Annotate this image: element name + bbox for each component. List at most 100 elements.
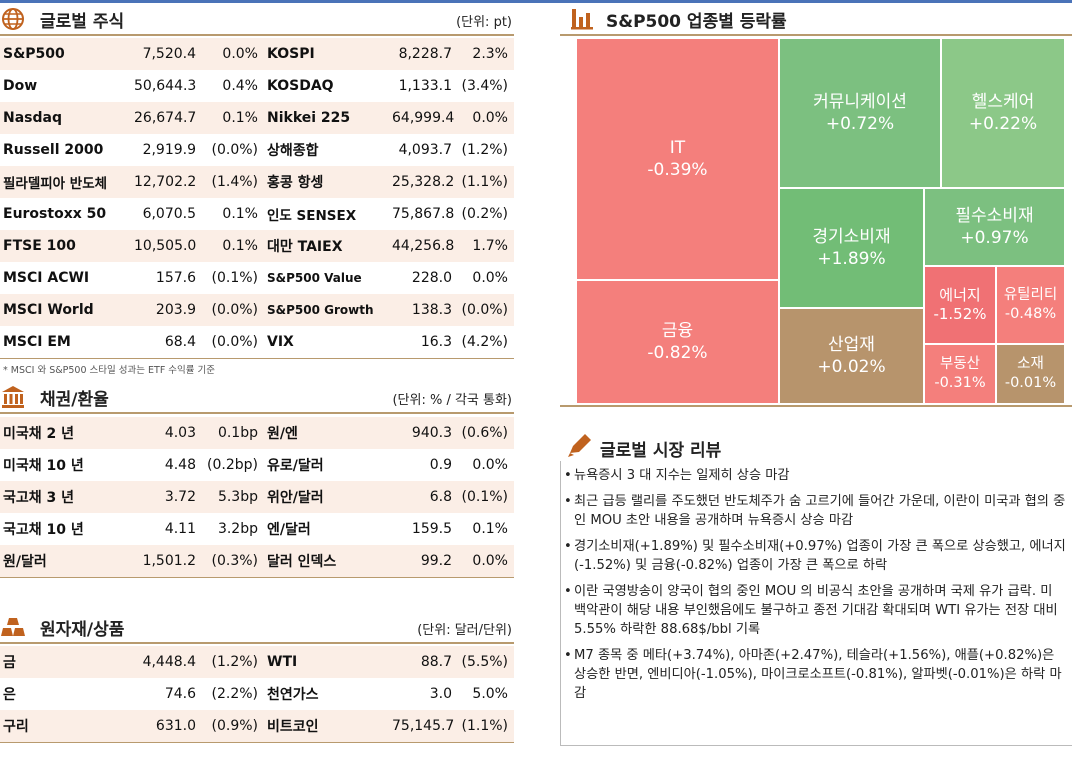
item-change: 0.1bp	[200, 417, 264, 449]
item-value: 1,133.1	[392, 70, 456, 102]
table-bottom-rule	[0, 742, 514, 743]
item-value: 16.3	[392, 326, 456, 358]
item-value: 0.9	[392, 449, 456, 481]
table-row: 필라델피아 반도체 12,702.2 (1.4%) 홍콩 항셍 25,328.2 (1.1…	[0, 166, 514, 198]
item-value: 88.7	[392, 646, 456, 678]
item-name: 은	[0, 678, 134, 710]
item-value: 74.6	[134, 678, 200, 710]
sector-name: 커뮤니케이션	[813, 91, 907, 112]
item-change: (0.6%)	[456, 417, 514, 449]
item-value: 7,520.4	[134, 38, 200, 70]
table-row: Nasdaq 26,674.7 0.1% Nikkei 225 64,999.4 0.0%	[0, 102, 514, 134]
sector-cell: 필수소비재 +0.97%	[924, 188, 1065, 266]
review-item: M7 종목 중 메타(+3.74%), 아마존(+2.47%), 테슬라(+1.…	[562, 646, 1067, 703]
item-change: 0.0%	[456, 262, 514, 294]
sector-name: 경기소비재	[812, 226, 891, 247]
item-change: 3.2bp	[200, 513, 264, 545]
sector-cell: 소재 -0.01%	[996, 344, 1065, 404]
review-box	[560, 461, 1072, 746]
item-value: 6.8	[392, 481, 456, 513]
item-value: 75,867.8	[392, 198, 456, 230]
item-name: KOSDAQ	[264, 70, 392, 102]
item-name: MSCI EM	[0, 326, 134, 358]
sector-change: -0.82%	[647, 343, 708, 363]
item-change: 2.3%	[456, 38, 514, 70]
sector-change: -0.31%	[934, 375, 986, 391]
sector-name: 헬스케어	[971, 91, 1035, 112]
item-change: (1.4%)	[200, 166, 264, 198]
bar-chart-icon	[571, 9, 593, 30]
item-change: 0.0%	[456, 545, 514, 577]
item-value: 50,644.3	[134, 70, 200, 102]
sector-cell: IT -0.39%	[576, 38, 779, 280]
item-value: 75,145.7	[392, 710, 456, 742]
review-item: 이란 국영방송이 양국이 협의 중인 MOU 의 비공식 초안을 공개하며 국제…	[562, 582, 1067, 639]
sector-name: 부동산	[939, 356, 981, 373]
item-change: (0.0%)	[200, 134, 264, 166]
item-value: 44,256.8	[392, 230, 456, 262]
item-name: 달러 인덱스	[264, 545, 392, 577]
item-change: 0.0%	[200, 38, 264, 70]
sector-cell: 금융 -0.82%	[576, 280, 779, 404]
item-change: 0.1%	[456, 513, 514, 545]
table-row: 금 4,448.4 (1.2%) WTI 88.7 (5.5%)	[0, 646, 514, 678]
table-row: MSCI World 203.9 (0.0%) S&P500 Growth 138.3(…	[0, 294, 514, 326]
item-name: 천연가스	[264, 678, 392, 710]
item-name: 미국채 10 년	[0, 449, 134, 481]
item-name: 국고채 10 년	[0, 513, 134, 545]
item-name: FTSE 100	[0, 230, 134, 262]
item-name: KOSPI	[264, 38, 392, 70]
item-change: (4.2%)	[456, 326, 514, 358]
item-change: (0.3%)	[200, 545, 264, 577]
commodities-table: 금 4,448.4 (1.2%) WTI 88.7 (5.5%) 은 74.6 (2.2%) 천연…	[0, 646, 514, 742]
item-value: 4,448.4	[134, 646, 200, 678]
item-value: 68.4	[134, 326, 200, 358]
sector-name: IT	[669, 137, 686, 158]
item-change: 0.0%	[456, 449, 514, 481]
item-value: 26,674.7	[134, 102, 200, 134]
sector-change: -0.48%	[1004, 306, 1057, 322]
table-bottom-rule	[0, 577, 514, 578]
item-change: (3.4%)	[456, 70, 514, 102]
bonds-fx-table: 미국채 2 년 4.03 0.1bp 원/엔 940.3 (0.6%) 미국채 10 년 4.…	[0, 417, 514, 577]
sector-name: 에너지	[939, 285, 981, 304]
sector-change: +0.97%	[960, 228, 1029, 248]
table-row: 원/달러 1,501.2 (0.3%) 달러 인덱스 99.2 0.0%	[0, 545, 514, 577]
pen-icon	[568, 434, 591, 457]
section-title: S&P500 업종별 등락률	[606, 12, 787, 32]
item-name: 필라델피아 반도체	[0, 166, 134, 198]
item-name: 원/달러	[0, 545, 134, 577]
sector-change: +0.22%	[968, 114, 1038, 134]
globe-icon	[2, 8, 24, 30]
item-value: 99.2	[392, 545, 456, 577]
item-name: Nikkei 225	[264, 102, 392, 134]
table-row: 은 74.6 (2.2%) 천연가스 3.0 5.0%	[0, 678, 514, 710]
item-value: 2,919.9	[134, 134, 200, 166]
item-name: Eurostoxx 50	[0, 198, 134, 230]
sector-treemap: IT -0.39% 금융 -0.82% 커뮤니케이션 +0.72% 헬스케어 +0.22% 경기…	[576, 38, 1065, 404]
item-value: 25,328.2	[392, 166, 456, 198]
sector-cell: 커뮤니케이션 +0.72%	[779, 38, 941, 188]
item-name: 인도 SENSEX	[264, 198, 392, 230]
item-name: 원/엔	[264, 417, 392, 449]
item-name: Nasdaq	[0, 102, 134, 134]
sector-change: +0.72%	[825, 114, 895, 134]
item-value: 228.0	[392, 262, 456, 294]
item-change: (0.2%)	[456, 198, 514, 230]
treemap-bottom-rule	[560, 405, 1072, 407]
item-change: 0.0%	[456, 102, 514, 134]
item-value: 157.6	[134, 262, 200, 294]
item-change: (0.0%)	[200, 294, 264, 326]
review-item: 경기소비재(+1.89%) 및 필수소비재(+0.97%) 업종이 가장 큰 폭…	[562, 537, 1067, 575]
item-change: 5.0%	[456, 678, 514, 710]
gold-bars-icon	[1, 618, 25, 636]
sector-change: -0.01%	[1004, 375, 1057, 391]
item-value: 138.3	[392, 294, 456, 326]
item-name: 유로/달러	[264, 449, 392, 481]
item-value: 4,093.7	[392, 134, 456, 166]
section-title: 원자재/상품	[40, 620, 125, 640]
item-name: VIX	[264, 326, 392, 358]
sector-change: -0.39%	[647, 160, 708, 180]
bonds-fx-header: 채권/환율 (단위: % / 각국 통화)	[0, 382, 514, 414]
item-name: 비트코인	[264, 710, 392, 742]
